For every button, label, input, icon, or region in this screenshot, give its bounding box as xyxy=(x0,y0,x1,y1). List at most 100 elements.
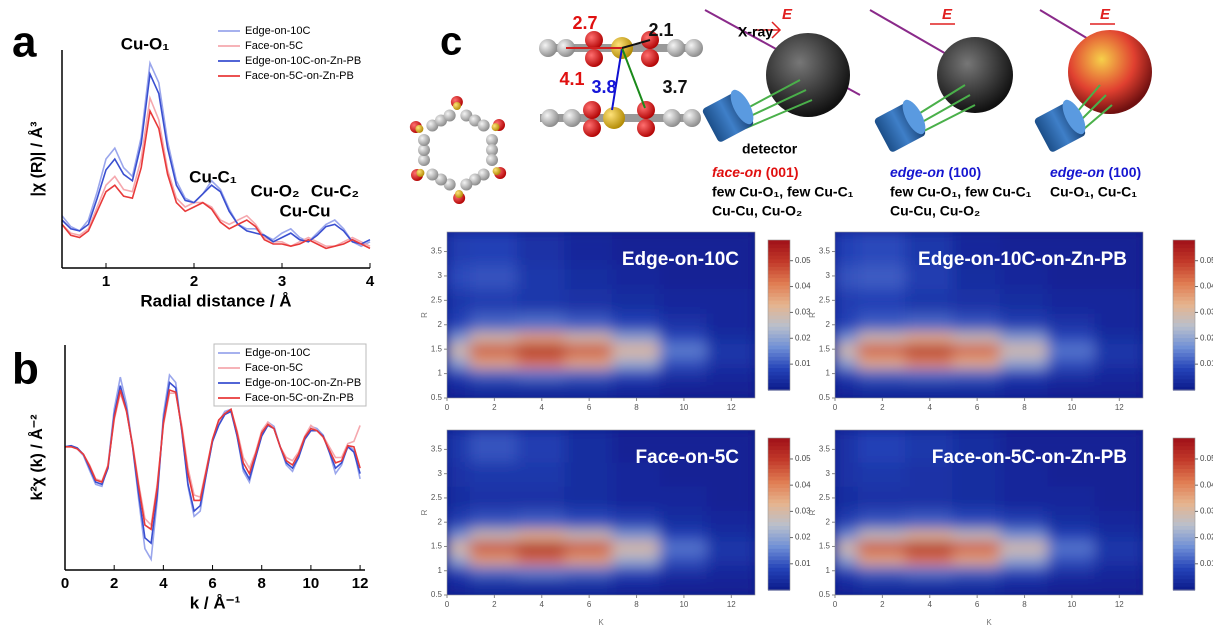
heat-cell xyxy=(834,287,860,313)
x-tick-label: 8 xyxy=(258,575,266,592)
heat-cell xyxy=(707,509,756,529)
atom xyxy=(667,39,685,57)
heat-cell xyxy=(446,287,472,313)
atom xyxy=(416,169,424,177)
x-tick-label: 4 xyxy=(540,403,545,412)
xray-label: X-ray xyxy=(738,24,773,40)
colorbar-segment xyxy=(1173,514,1195,518)
colorbar-segment xyxy=(768,544,790,548)
x-tick-label: 8 xyxy=(1022,600,1027,609)
detector-label: detector xyxy=(742,141,798,157)
heat-cell xyxy=(470,564,519,578)
heat-cell xyxy=(952,379,1001,399)
heat-cell xyxy=(470,576,519,596)
heat-cell xyxy=(952,287,1001,313)
colorbar-segment xyxy=(768,311,790,315)
heat-cell xyxy=(952,576,1001,596)
field-label: E xyxy=(942,6,953,23)
colorbar-tick-label: 0.02 xyxy=(795,333,811,342)
colorbar-segment xyxy=(768,499,790,503)
peak-annotation: Cu-Cu xyxy=(280,201,331,220)
y-axis-label: R xyxy=(808,509,817,515)
x-tick-label: 10 xyxy=(679,600,688,609)
scene: X-ray E E E detector face-on(001) few Cu… xyxy=(701,6,1152,219)
heat-cell xyxy=(1095,552,1144,566)
colorbar-segment xyxy=(1173,356,1195,360)
colorbar-tick-label: 0.04 xyxy=(795,282,811,291)
colorbar-segment xyxy=(768,579,790,583)
heat-cell xyxy=(952,330,1001,344)
colorbar-segment xyxy=(1173,476,1195,480)
illustration: c 2.7 2.1 xyxy=(410,6,1152,219)
view-line: Cu-Cu, Cu-O₂ xyxy=(890,203,980,219)
atom xyxy=(637,119,655,137)
heat-cell xyxy=(564,539,613,553)
heat-cell xyxy=(905,527,954,541)
colorbar-segment xyxy=(1173,300,1195,304)
colorbar-segment xyxy=(1173,544,1195,548)
colorbar-segment xyxy=(1173,579,1195,583)
heat-cell xyxy=(1095,366,1144,380)
colorbar-segment xyxy=(1173,311,1195,315)
heat-cell xyxy=(858,576,907,596)
heat-cell xyxy=(1047,527,1096,541)
colorbar-segment xyxy=(1173,537,1195,541)
legend-label: Edge-on-10C-on-Zn-PB xyxy=(245,377,361,389)
view-line: Cu-O₁, Cu-C₁ xyxy=(1050,184,1137,200)
colorbar-segment xyxy=(768,556,790,560)
heat-cell xyxy=(517,429,566,463)
colorbar-segment xyxy=(1173,334,1195,338)
heat-cell xyxy=(470,485,519,511)
colorbar-segment xyxy=(1173,278,1195,282)
legend-label: Face-on-5C xyxy=(245,362,303,374)
heat-cell xyxy=(707,527,756,541)
y-tick-label: 1 xyxy=(438,369,443,378)
panel-label: b xyxy=(12,345,39,394)
heat-cell xyxy=(1000,539,1049,553)
colorbar-segment xyxy=(1173,468,1195,472)
colorbar-segment xyxy=(768,529,790,533)
colorbar-segment xyxy=(768,274,790,278)
heat-cell xyxy=(905,287,954,313)
heat-cell xyxy=(707,379,756,399)
colorbar-segment xyxy=(768,248,790,252)
colorbar-segment xyxy=(768,446,790,450)
colorbar-segment xyxy=(768,480,790,484)
colorbar-segment xyxy=(768,537,790,541)
heat-cell xyxy=(905,342,954,356)
heat-cell xyxy=(517,330,566,344)
x-tick-label: 2 xyxy=(880,600,885,609)
contour-chart: Edge-on-10C-on-Zn-PB0246810120.511.522.5… xyxy=(808,231,1213,412)
y-axis-label: |χ (R)| / Å³ xyxy=(27,121,46,196)
heat-cell xyxy=(1047,379,1096,399)
heat-cell xyxy=(1095,342,1144,356)
x-tick-label: 2 xyxy=(190,273,198,290)
colorbar-tick-label: 0.04 xyxy=(1200,480,1213,489)
colorbar-segment xyxy=(768,353,790,357)
heat-cell xyxy=(905,576,954,596)
colorbar-segment xyxy=(768,379,790,383)
plot-title: Edge-on-10C xyxy=(622,249,739,270)
heat-cell xyxy=(564,429,613,463)
x-tick-label: 8 xyxy=(634,403,639,412)
heat-cell xyxy=(834,485,860,511)
heat-cell xyxy=(659,552,708,566)
colorbar-segment xyxy=(768,375,790,379)
colorbar-segment xyxy=(1173,560,1195,564)
heat-cell xyxy=(517,366,566,380)
y-tick-label: 2.5 xyxy=(819,295,831,304)
heat-cell xyxy=(470,366,519,380)
heat-cell xyxy=(659,342,708,356)
heat-cell xyxy=(1047,564,1096,578)
heat-cell xyxy=(834,330,860,344)
colorbar-segment xyxy=(1173,525,1195,529)
colorbar-segment xyxy=(768,266,790,270)
heat-cell xyxy=(659,576,708,596)
heat-cell xyxy=(1095,287,1144,313)
x-tick-label: 0 xyxy=(833,403,838,412)
atom xyxy=(663,109,681,127)
colorbar-segment xyxy=(768,338,790,342)
colorbar-segment xyxy=(1173,248,1195,252)
atom xyxy=(583,101,601,119)
legend-label: Edge-on-10C xyxy=(245,347,310,359)
